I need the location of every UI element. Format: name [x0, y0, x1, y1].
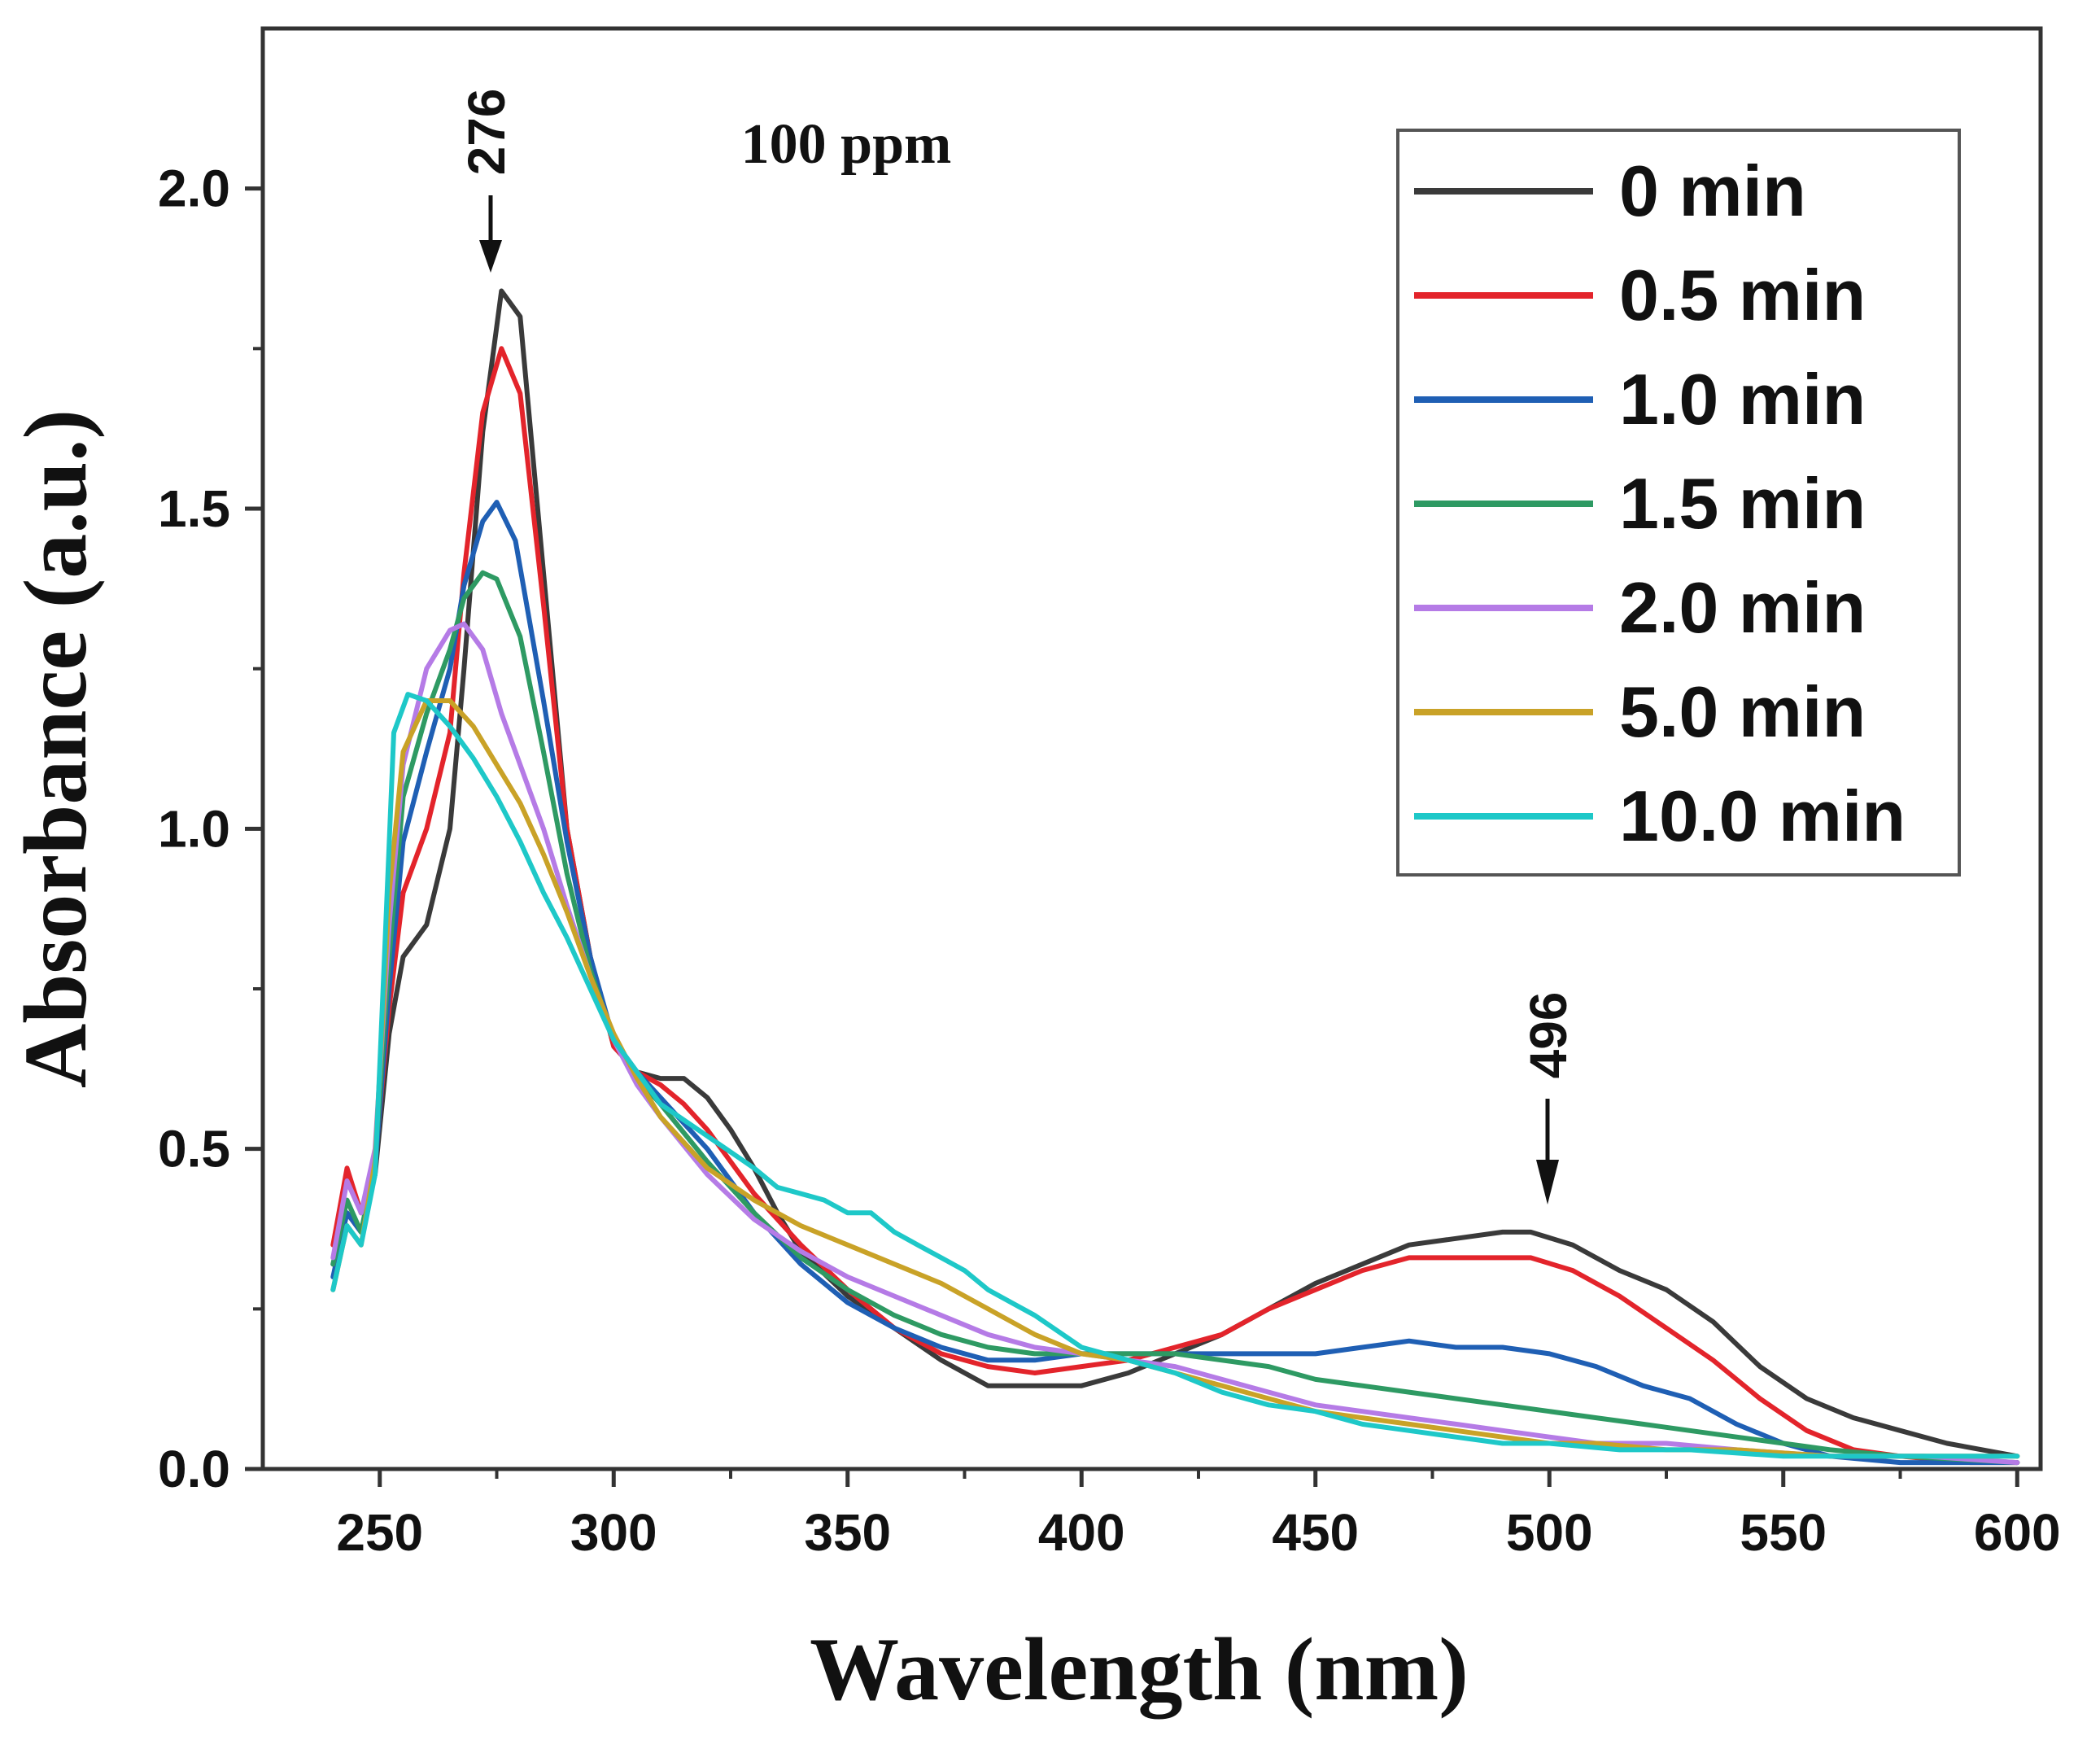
- y-tick-label: 1.5: [158, 479, 230, 538]
- legend-label: 10.0 min: [1619, 776, 1906, 856]
- series-line-1-5-min: [330, 570, 2020, 1466]
- peak-label-276: 276: [457, 89, 516, 176]
- series-line-10-0-min: [330, 692, 2020, 1459]
- y-axis-label: Absorbance (a.u.): [6, 409, 105, 1088]
- y-tick-label: 0.5: [158, 1120, 230, 1178]
- peak-arrow-276-head: [479, 240, 502, 273]
- legend-label: 0 min: [1619, 151, 1806, 231]
- y-tick-label: 0.0: [158, 1440, 230, 1498]
- x-tick-label: 500: [1506, 1503, 1593, 1562]
- x-tick-label: 450: [1272, 1503, 1359, 1562]
- x-tick-label: 300: [570, 1503, 657, 1562]
- peak-annotations: 276 496: [457, 89, 1578, 1204]
- legend-label: 1.0 min: [1619, 359, 1866, 439]
- x-tick-label: 550: [1740, 1503, 1827, 1562]
- x-tick-label: 350: [804, 1503, 891, 1562]
- chart-title: 100 ppm: [741, 113, 952, 176]
- peak-annotation-496: 496: [1519, 992, 1578, 1204]
- peak-label-496: 496: [1519, 992, 1578, 1079]
- legend-items: 0 min 0.5 min 1.0 min 1.5 min 2.0 min 5.0 min…: [1414, 151, 1906, 856]
- series-lines: [330, 288, 2020, 1466]
- y-tick-label: 2.0: [158, 160, 230, 218]
- legend-label: 0.5 min: [1619, 255, 1866, 335]
- series-line-5-0-min: [330, 698, 2020, 1459]
- plot-frame: [260, 26, 2043, 1471]
- axis-ticks: 250 300 350 400 450 500 550 600 0.0 0.5 1.0 1.5 2.0: [158, 160, 2061, 1562]
- peak-arrow-496-head: [1536, 1160, 1559, 1204]
- x-tick-label: 400: [1038, 1503, 1125, 1562]
- peak-annotation-276: 276: [457, 89, 516, 273]
- series-line-2-0-min: [330, 621, 2020, 1466]
- legend-label: 2.0 min: [1619, 567, 1866, 648]
- legend-label: 1.5 min: [1619, 463, 1866, 544]
- x-tick-label: 250: [336, 1503, 423, 1562]
- legend-label: 5.0 min: [1619, 671, 1866, 752]
- x-tick-label: 600: [1974, 1503, 2061, 1562]
- y-tick-label: 1.0: [158, 799, 230, 858]
- legend: 0 min 0.5 min 1.0 min 1.5 min 2.0 min 5.0 min…: [1396, 129, 1961, 877]
- x-axis-label: Wavelength (nm): [810, 1620, 1469, 1719]
